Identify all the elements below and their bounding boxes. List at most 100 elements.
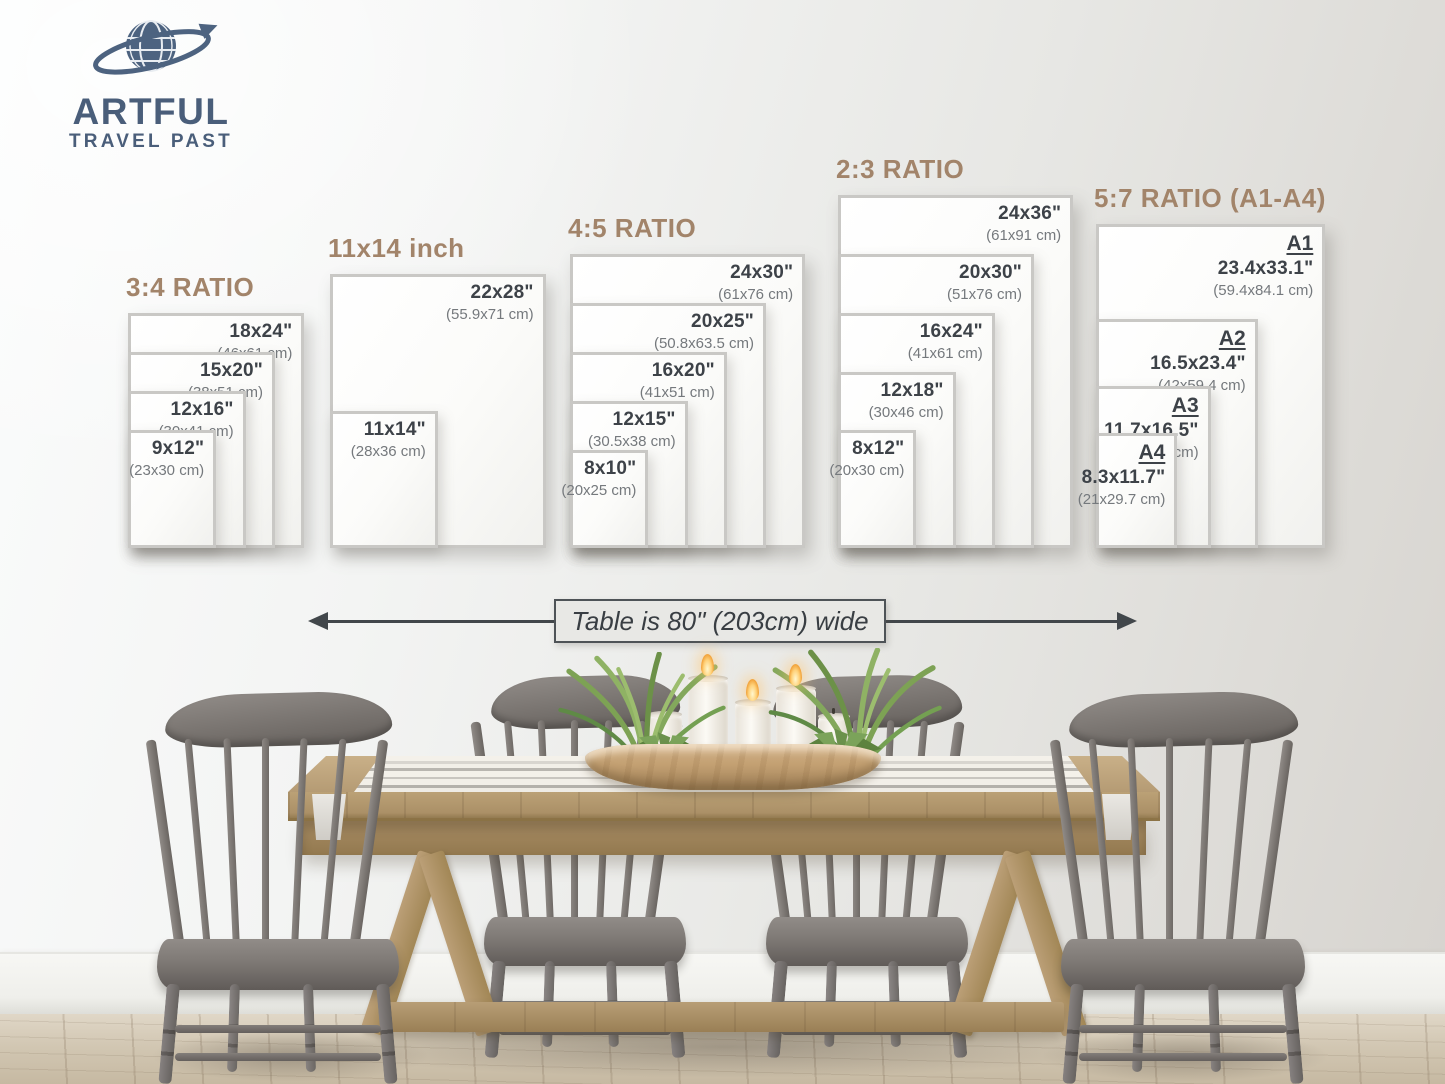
size-label: 16x20" (41x51 cm) <box>640 360 715 401</box>
chair-top-rail <box>163 690 393 749</box>
size-centimeters: (41x51 cm) <box>639 384 715 401</box>
size-inches: 8.3x11.7" <box>1081 467 1166 489</box>
chair-spindle <box>184 738 211 950</box>
size-inches: 20x25" <box>690 311 754 332</box>
size-label: 12x18" (30x46 cm) <box>869 380 944 421</box>
chair-spindle <box>1127 738 1145 950</box>
chair-spindle <box>145 739 185 950</box>
chair-stretcher <box>1078 1025 1288 1034</box>
size-inches: 18x24" <box>229 320 293 342</box>
chair-spindle <box>1088 738 1116 950</box>
chair-front-right <box>1049 690 1310 1084</box>
chair-leg <box>375 983 398 1084</box>
chair-front-left <box>145 690 404 1084</box>
candle-flame <box>746 679 759 701</box>
size-centimeters: (55.9x71 cm) <box>446 305 534 323</box>
size-inches: 12x15" <box>612 409 676 430</box>
size-frame-9x12: 9x12" (23x30 cm) <box>128 430 217 548</box>
size-centimeters: (30x46 cm) <box>868 403 944 421</box>
size-centimeters: (61x91 cm) <box>986 227 1062 245</box>
size-inches: 22x28" <box>470 281 534 303</box>
size-inches: 16x24" <box>919 320 983 342</box>
chair-leg <box>1281 983 1304 1084</box>
size-inches: 20x30" <box>958 262 1022 283</box>
paper-series-label: A3 <box>1171 394 1199 418</box>
paper-series-label: A4 <box>1138 441 1166 465</box>
brand-name: ARTFUL <box>72 91 230 132</box>
chair-spindle <box>319 738 347 950</box>
size-label: 12x15" (30.5x38 cm) <box>588 409 676 450</box>
chair-spindle <box>1195 738 1213 950</box>
size-inches: 11x14" <box>363 418 426 440</box>
chair-spindle <box>1224 738 1252 950</box>
size-label: 20x25" (50.8x63.5 cm) <box>654 311 754 352</box>
table-edge <box>288 792 1160 821</box>
panel-title: 3:4 RATIO <box>126 271 255 302</box>
chair-spindle <box>261 737 269 950</box>
chair-seat <box>484 916 686 967</box>
paper-series-label: A1 <box>1286 231 1314 255</box>
size-frame-8x12: 8x12" (20x30 cm) <box>829 430 917 548</box>
size-centimeters: (41x61 cm) <box>907 344 983 362</box>
size-label: 9x12" (23x30 cm) <box>129 438 204 479</box>
chair-stretcher <box>174 1025 382 1034</box>
size-label: 24x36" (61x91 cm) <box>986 203 1061 244</box>
candle-flame <box>701 654 714 676</box>
table-apron <box>302 821 1146 855</box>
size-label: 24x30" (61x76 cm) <box>718 262 793 303</box>
size-frame-8.3x11.7: A4 8.3x11.7" (21x29.7 cm) <box>1078 433 1178 548</box>
size-panel-5-7-ratio-a1-a4-: 5:7 RATIO (A1-A4) A1 23.4x33.1" (59.4x84.1 … <box>1078 183 1325 548</box>
size-inches: 12x16" <box>170 399 234 421</box>
chair-spindle <box>223 738 240 950</box>
size-frame-8x10: 8x10" (20x25 cm) <box>561 450 649 548</box>
size-inches: 12x18" <box>880 379 944 401</box>
panel-title: 5:7 RATIO (A1-A4) <box>1094 182 1326 213</box>
panel-title: 2:3 RATIO <box>836 154 965 185</box>
candle-wick <box>832 708 835 714</box>
size-inches: 15x20" <box>199 360 263 381</box>
chair-spindle <box>1049 739 1089 950</box>
size-centimeters: (50.8x63.5 cm) <box>653 335 754 352</box>
size-centimeters: (51x76 cm) <box>946 286 1022 303</box>
size-centimeters: (61x76 cm) <box>718 286 794 303</box>
size-label: A4 8.3x11.7" (21x29.7 cm) <box>1078 441 1166 508</box>
size-label: 20x30" (51x76 cm) <box>947 262 1022 303</box>
table-width-label: Table is 80" (203cm) wide <box>554 599 886 643</box>
size-inches: 9x12" <box>151 438 205 460</box>
chair-seat <box>157 939 399 991</box>
brand-tagline: TRAVEL PAST <box>69 131 233 152</box>
size-inches: 24x30" <box>730 262 794 283</box>
size-label: A2 16.5x23.4" (42x59.4 cm) <box>1150 327 1246 394</box>
chair-stretcher <box>174 1052 382 1061</box>
size-frame-11x14: 11x14" (28x36 cm) <box>330 410 438 548</box>
candle-flame <box>789 664 802 686</box>
table-width-text: Table is 80" (203cm) wide <box>571 605 869 636</box>
size-label: 8x12" (20x30 cm) <box>829 438 904 479</box>
size-label: 8x10" (20x25 cm) <box>561 458 636 499</box>
brand-logo: ARTFUL TRAVEL PAST <box>36 10 266 153</box>
size-centimeters: (21x29.7 cm) <box>1077 491 1166 509</box>
size-centimeters: (28x36 cm) <box>350 442 426 460</box>
chair-spindle <box>348 739 388 950</box>
size-centimeters: (20x30 cm) <box>829 462 905 480</box>
size-label: 22x28" (55.9x71 cm) <box>446 282 534 323</box>
size-inches: 16x20" <box>651 360 715 381</box>
chair-spindle <box>1254 739 1294 950</box>
size-centimeters: (30.5x38 cm) <box>588 433 676 450</box>
size-panel-11x14-inch: 11x14 inch 22x28" (55.9x71 cm) 11x14" (28x36… <box>328 233 546 548</box>
wooden-bowl <box>585 744 881 790</box>
size-inches: 8x10" <box>584 458 637 479</box>
size-inches: 16.5x23.4" <box>1150 352 1246 374</box>
size-label: A1 23.4x33.1" (59.4x84.1 cm) <box>1213 232 1313 299</box>
panel-title: 4:5 RATIO <box>568 213 697 243</box>
size-panel-4-5-ratio: 4:5 RATIO 24x30" (61x76 cm) 20x25" (50.8x63.… <box>561 213 806 548</box>
size-panel-2-3-ratio: 2:3 RATIO 24x36" (61x91 cm) 20x30" (51x76 cm… <box>829 154 1074 548</box>
panel-title: 11x14 inch <box>328 232 465 263</box>
chair-leg <box>1062 983 1085 1084</box>
chair-top-rail <box>1068 690 1298 749</box>
size-label: 11x14" (28x36 cm) <box>351 419 426 460</box>
chair-seat <box>766 916 968 967</box>
dining-table <box>288 756 1160 1056</box>
